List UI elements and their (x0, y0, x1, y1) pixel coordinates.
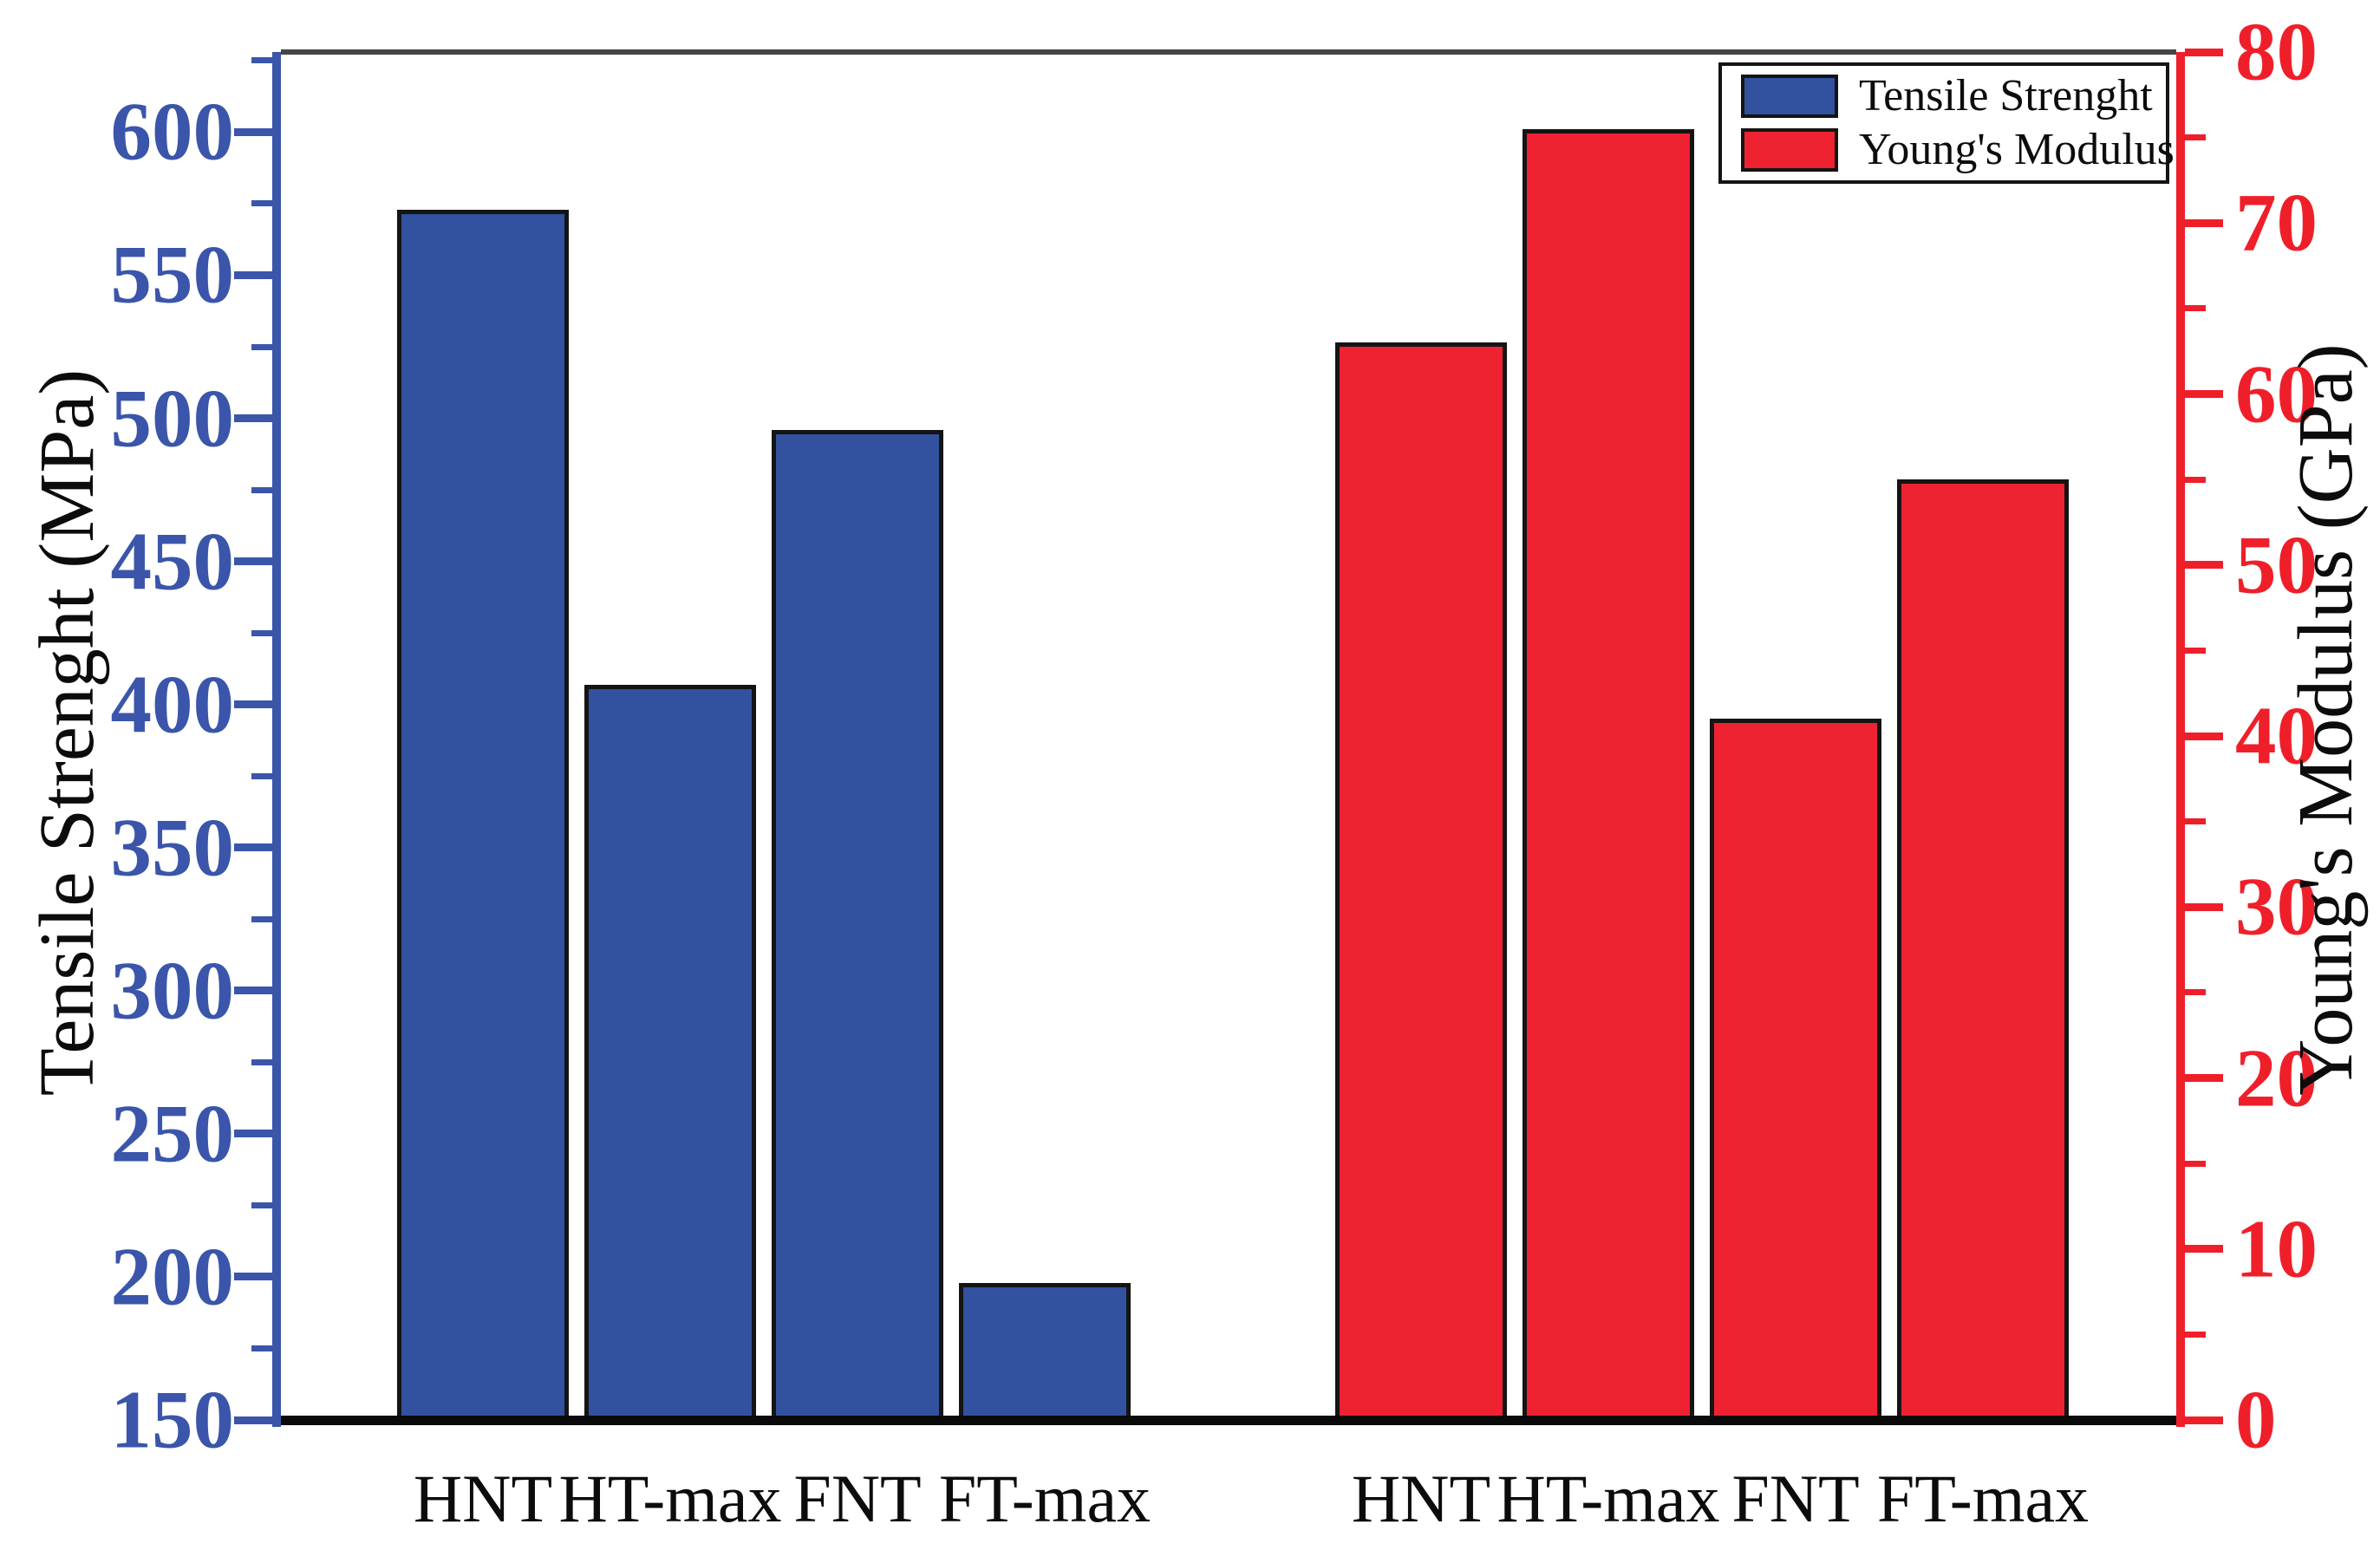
left-axis-major-tick (234, 1273, 272, 1281)
right-axis-minor-tick (2185, 818, 2206, 825)
left-axis-major-tick (234, 414, 272, 423)
right-axis-minor-tick (2185, 1160, 2206, 1167)
left-axis-tick-label: 250 (110, 1087, 235, 1180)
right-axis-tick-label: 70 (2235, 176, 2318, 269)
left-axis-tick-label: 450 (110, 515, 235, 608)
legend-box: Tensile Strenght Young's Modulus (1718, 62, 2175, 184)
left-axis-minor-tick (251, 629, 272, 636)
bar-tensile-strenght-ht-max (584, 684, 756, 1420)
bar-tensile-strenght-ft-max (959, 1282, 1131, 1420)
category-label-hnt: HNT (1351, 1461, 1491, 1536)
left-axis-major-tick (234, 700, 272, 709)
right-axis-tick-label: 50 (2235, 518, 2318, 611)
right-axis-tick-label: 40 (2235, 689, 2318, 782)
left-axis-major-tick (234, 270, 272, 279)
left-axis-tick-label: 300 (110, 944, 235, 1037)
left-axis-major-tick (234, 843, 272, 852)
right-axis-major-tick (2185, 1416, 2223, 1424)
right-axis-tick-label: 60 (2235, 348, 2318, 440)
right-axis-tick-label: 0 (2235, 1373, 2277, 1466)
left-axis-tick-label: 400 (110, 658, 235, 751)
right-axis-title: Young's Modulus (GPa) (2283, 343, 2369, 1096)
left-axis-title: Tensile Strenght (MPa) (24, 368, 110, 1097)
bar-tensile-strenght-hnt (397, 209, 569, 1420)
category-label-ht-max: HT-max (558, 1461, 782, 1536)
category-label-fnt: FNT (1731, 1461, 1860, 1536)
category-label-hnt: HNT (413, 1461, 553, 1536)
legend-label: Tensile Strenght (1859, 71, 2153, 120)
left-axis-minor-tick (251, 772, 272, 779)
left-axis-major-tick (234, 1416, 272, 1424)
right-axis-minor-tick (2185, 989, 2206, 996)
right-axis-tick-label: 80 (2235, 5, 2318, 98)
bar-young-s-modulus-hnt (1335, 342, 1507, 1420)
left-axis-tick-label: 150 (110, 1373, 235, 1466)
right-axis-major-tick (2185, 1074, 2223, 1082)
left-axis-major-tick (234, 987, 272, 995)
right-axis-major-tick (2185, 902, 2223, 911)
left-axis-tick-label: 600 (110, 85, 235, 178)
category-label-ht-max: HT-max (1496, 1461, 1720, 1536)
right-axis-major-tick (2185, 48, 2223, 56)
right-axis-major-tick (2185, 561, 2223, 570)
right-axis-minor-tick (2185, 476, 2206, 483)
category-label-fnt: FNT (793, 1461, 922, 1536)
plot-top-frame (281, 49, 2176, 55)
right-axis-tick-label: 10 (2235, 1202, 2318, 1295)
right-axis-major-tick (2185, 1245, 2223, 1254)
right-axis-tick-label: 20 (2235, 1032, 2318, 1123)
bar-tensile-strenght-fnt (772, 429, 943, 1420)
right-axis-minor-tick (2185, 647, 2206, 654)
left-axis-tick-label: 200 (110, 1230, 235, 1323)
left-axis-major-tick (234, 1130, 272, 1138)
right-axis-tick-label: 30 (2235, 860, 2318, 953)
left-axis-major-tick (234, 557, 272, 566)
left-axis-tick-label: 500 (110, 372, 235, 465)
right-axis-major-tick (2185, 390, 2223, 398)
bar-young-s-modulus-ft-max (1897, 479, 2069, 1420)
left-axis-minor-tick (251, 915, 272, 922)
right-axis-minor-tick (2185, 134, 2206, 141)
legend-item-tensile-strenght: Tensile Strenght (1741, 74, 2166, 119)
left-axis-minor-tick (251, 1202, 272, 1208)
right-axis-major-tick (2185, 732, 2223, 740)
left-axis-minor-tick (251, 1058, 272, 1065)
left-y-axis-line (272, 52, 281, 1427)
category-label-ft-max: FT-max (938, 1461, 1151, 1536)
left-axis-tick-label: 550 (110, 228, 235, 321)
category-label-ft-max: FT-max (1876, 1461, 2090, 1536)
left-axis-tick-label: 350 (110, 801, 235, 894)
left-axis-minor-tick (251, 200, 272, 207)
right-axis-major-tick (2185, 218, 2223, 227)
legend-item-youngs-modulus: Young's Modulus (1741, 127, 2175, 173)
left-axis-minor-tick (251, 57, 272, 64)
left-axis-minor-tick (251, 343, 272, 350)
legend-swatch-blue (1741, 75, 1838, 118)
right-axis-minor-tick (2185, 1331, 2206, 1338)
bar-young-s-modulus-fnt (1710, 719, 1881, 1420)
bar-young-s-modulus-ht-max (1523, 128, 1694, 1420)
legend-label: Young's Modulus (1859, 125, 2175, 174)
right-axis-minor-tick (2185, 305, 2206, 312)
right-y-axis-line (2176, 52, 2185, 1427)
x-axis-line (277, 1416, 2181, 1425)
left-axis-major-tick (234, 127, 272, 136)
left-axis-minor-tick (251, 486, 272, 493)
left-axis-minor-tick (251, 1345, 272, 1351)
legend-swatch-red (1741, 128, 1838, 172)
